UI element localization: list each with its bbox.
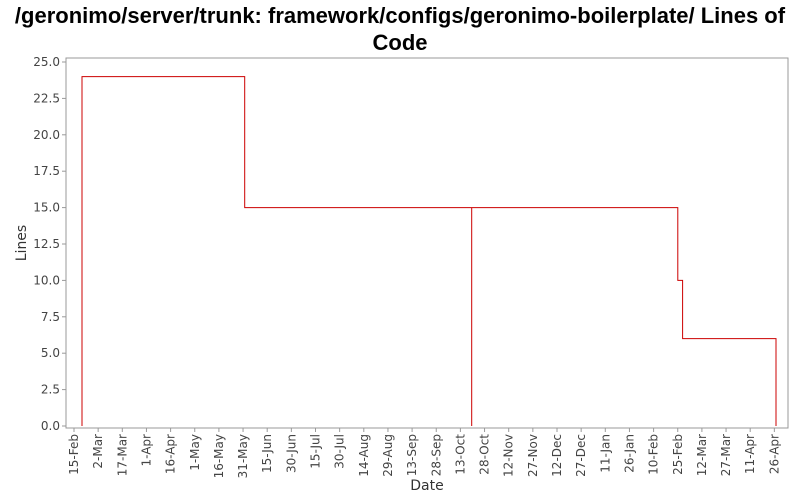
x-tick-label: 29-Aug <box>381 434 395 477</box>
x-tick-label: 13-Oct <box>453 434 467 475</box>
y-tick-label: 10.0 <box>33 273 60 287</box>
y-axis: 0.0 2.5 5.0 7.5 10.0 12.5 15.0 17.5 20.0 22.5 25.0 <box>33 55 66 433</box>
x-tick-label: 2-Mar <box>91 434 105 469</box>
x-tick-label: 16-Apr <box>164 434 178 474</box>
y-axis-label: Lines <box>14 225 30 261</box>
y-tick-label: 20.0 <box>33 128 60 142</box>
x-tick-label: 27-Mar <box>719 434 733 476</box>
x-tick-label: 1-May <box>188 434 202 471</box>
x-tick-label: 26-Apr <box>767 434 781 474</box>
x-tick-label: 12-Mar <box>695 434 709 476</box>
y-tick-label: 22.5 <box>33 91 60 105</box>
series-line <box>81 76 777 426</box>
x-tick-label: 10-Feb <box>647 434 661 475</box>
x-tick-label: 1-Apr <box>139 434 153 467</box>
y-tick-label: 7.5 <box>41 310 60 324</box>
y-tick-label: 5.0 <box>41 346 60 360</box>
series-group <box>81 76 777 426</box>
x-tick-label: 16-May <box>212 434 226 478</box>
x-axis-label: Date <box>410 478 443 494</box>
x-tick-label: 11-Apr <box>743 434 757 474</box>
x-tick-label: 30-Jun <box>284 434 298 473</box>
y-tick-label: 25.0 <box>33 55 60 69</box>
x-tick-label: 11-Jan <box>598 434 612 473</box>
y-tick-label: 15.0 <box>33 201 60 215</box>
x-axis: 15-Feb 2-Mar 17-Mar 1-Apr 16-Apr 1-May 16-May 3… <box>67 428 781 478</box>
chart-title: /geronimo/server/trunk: framework/config… <box>14 3 786 55</box>
x-tick-label: 12-Nov <box>502 434 516 477</box>
x-tick-label: 15-Jul <box>309 434 323 469</box>
x-tick-label: 30-Jul <box>333 434 347 469</box>
x-tick-label: 28-Oct <box>478 434 492 475</box>
x-tick-label: 13-Sep <box>405 434 419 476</box>
x-tick-label: 28-Sep <box>429 434 443 476</box>
x-tick-label: 15-Jun <box>260 434 274 473</box>
y-tick-label: 0.0 <box>41 419 60 433</box>
y-tick-label: 12.5 <box>33 237 60 251</box>
x-tick-label: 26-Jan <box>622 434 636 473</box>
x-tick-label: 27-Dec <box>574 434 588 477</box>
y-tick-label: 17.5 <box>33 164 60 178</box>
y-tick-label: 2.5 <box>41 383 60 397</box>
x-tick-label: 12-Dec <box>550 434 564 477</box>
x-tick-label: 17-Mar <box>115 434 129 476</box>
x-tick-label: 15-Feb <box>67 434 81 475</box>
x-tick-label: 25-Feb <box>671 434 685 475</box>
x-tick-label: 14-Aug <box>357 434 371 477</box>
plot-area <box>65 57 789 429</box>
x-tick-label: 31-May <box>236 434 250 478</box>
x-tick-label: 27-Nov <box>526 434 540 477</box>
